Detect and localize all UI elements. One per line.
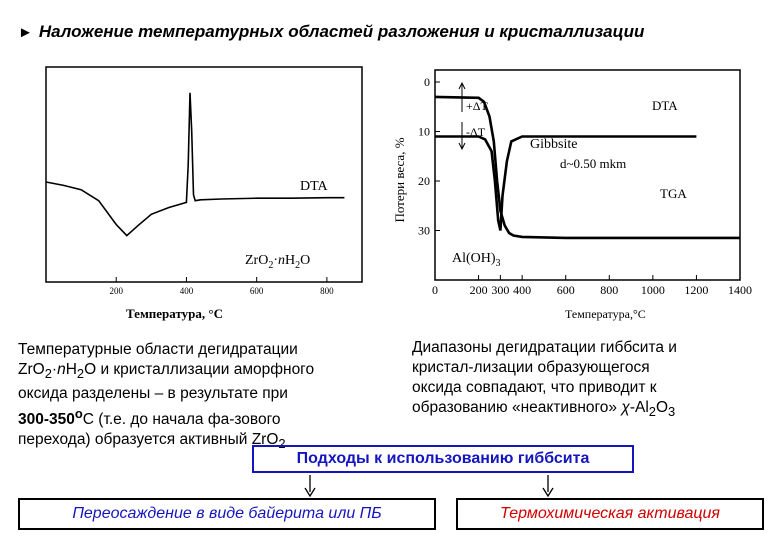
x-tick-label: 200 [109, 286, 123, 296]
slide-title-text: Наложение температурных областей разложе… [38, 22, 645, 41]
slide-title: ► Наложение температурных областей разлож… [18, 22, 644, 42]
zro2-dta-svg: 200 400 600 800 DTA ZrO2·nH2O Температура, … [45, 66, 363, 321]
gibbsite-chart: 0 200 300 400 600 800 1000 1200 1400 0 10 20 30 Поте… [390, 60, 770, 328]
x-axis-label: Температура,°C [565, 307, 646, 321]
bayerite-reprecipitation-box: Переосаждение в виде байерита или ПБ [18, 498, 436, 530]
gibbsite-label: Gibbsite [530, 137, 577, 152]
x-tick-label: 0 [432, 283, 438, 297]
zro2-label: ZrO2·nH2O [245, 253, 310, 271]
zro2-description: Температурные области дегидратации ZrO2·… [18, 340, 398, 454]
y-tick-label: 20 [418, 174, 430, 188]
x-tick-label: 1000 [641, 283, 665, 297]
x-tick-label: 400 [513, 283, 531, 297]
left-line-2: ZrO2·nH2O и кристаллизации аморфного [18, 361, 315, 382]
x-tick-label: 600 [557, 283, 575, 297]
plot-frame [434, 69, 741, 281]
dta-label: DTA [300, 179, 329, 194]
tga-series-line [434, 95, 740, 240]
dta-series-line [435, 135, 697, 231]
thermochemical-activation-box: Термохимическая активация [456, 498, 764, 530]
arrow-right-head [542, 487, 554, 498]
aloh3-label: Al(OH)3 [452, 251, 501, 269]
x-tick-label: 800 [320, 286, 334, 296]
particle-size-label: d~0.50 mkm [560, 156, 626, 171]
x-tick-label: 400 [180, 286, 194, 296]
right-line-1: Диапазоны дегидратации гиббсита и [412, 339, 677, 356]
dta-series-label: DTA [652, 98, 678, 113]
arrow-left-head [304, 487, 316, 498]
y-tick-label: 0 [424, 75, 430, 89]
plus-delta-t-label: +ΔT [466, 99, 488, 113]
right-line-2: кристал-лизации образующегося [412, 359, 650, 376]
x-tick-label: 600 [250, 286, 264, 296]
left-line-4: 300-350oC (т.е. до начала фа-зового [18, 406, 281, 429]
tga-series-label: TGA [660, 186, 687, 201]
plot-frame [45, 66, 363, 283]
triangle-bullet-icon: ► [18, 24, 33, 41]
left-line-5: перехода) образуется активный ZrO2 [18, 431, 286, 452]
approaches-box: Подходы к использованию гиббсита [252, 445, 634, 473]
left-line-1: Температурные области дегидратации [18, 341, 298, 358]
x-tick-label: 300 [491, 283, 509, 297]
zro2-dta-chart: 200 400 600 800 DTA ZrO2·nH2O Температура, … [30, 62, 370, 327]
minus-delta-t-label: -ΔT [466, 125, 486, 139]
x-tick-label: 200 [470, 283, 488, 297]
gibbsite-description: Диапазоны дегидратации гиббсита и криста… [412, 338, 772, 422]
x-axis-label: Температура, °C [126, 306, 223, 321]
right-line-4: образованию «неактивного» χ-Al2O3 [412, 399, 676, 420]
y-axis-label: Потери веса, % [392, 137, 407, 222]
left-line-3: оксида разделены – в результате при [18, 385, 288, 403]
y-tick-label: 10 [418, 125, 430, 139]
dta-curve [45, 92, 345, 237]
x-tick-label: 1400 [728, 283, 752, 297]
y-tick-label: 30 [418, 224, 430, 238]
right-line-3: оксида совпадают, что приводит к [412, 379, 657, 396]
x-tick-label: 1200 [684, 283, 708, 297]
x-tick-label: 800 [600, 283, 618, 297]
